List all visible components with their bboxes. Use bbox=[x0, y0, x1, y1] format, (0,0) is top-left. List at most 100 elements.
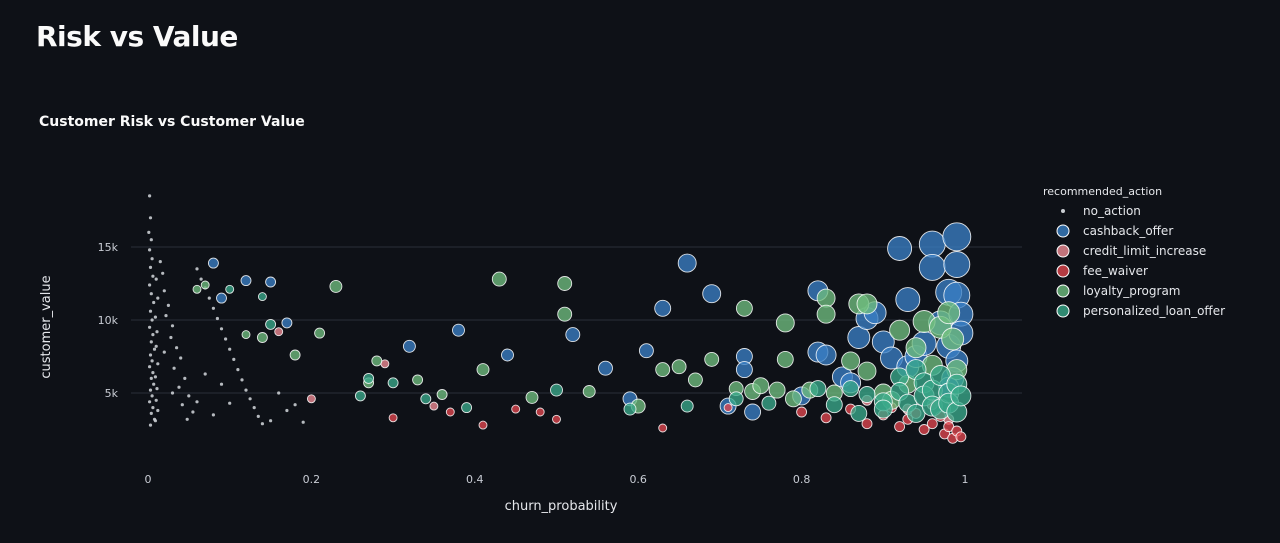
no_action-point[interactable] bbox=[156, 296, 160, 300]
fee_waiver-point[interactable] bbox=[445, 407, 455, 417]
cashback_offer-point[interactable] bbox=[638, 343, 654, 359]
legend-item-cashback_offer[interactable]: cashback_offer bbox=[1056, 224, 1173, 238]
personalized_loan_offer-point[interactable] bbox=[950, 385, 972, 407]
scatter-chart[interactable]: Customer Risk vs Customer Value 5k 10k 15k… bbox=[0, 95, 1280, 539]
loyalty_program-point[interactable] bbox=[937, 301, 961, 325]
personalized_loan_offer-point[interactable] bbox=[858, 386, 876, 403]
loyalty_program-point[interactable] bbox=[776, 350, 794, 368]
cashback_offer-point[interactable] bbox=[402, 339, 416, 353]
no_action-point[interactable] bbox=[150, 394, 154, 398]
no_action-point[interactable] bbox=[256, 414, 260, 418]
no_action-point[interactable] bbox=[203, 372, 207, 376]
no_action-point[interactable] bbox=[166, 303, 170, 307]
no_action-point[interactable] bbox=[172, 366, 176, 370]
no_action-point[interactable] bbox=[150, 359, 154, 363]
no_action-point[interactable] bbox=[211, 413, 215, 417]
loyalty_program-point[interactable] bbox=[704, 351, 720, 367]
loyalty_program-point[interactable] bbox=[687, 372, 703, 388]
no_action-point[interactable] bbox=[240, 378, 244, 382]
personalized_loan_offer-point[interactable] bbox=[680, 399, 694, 413]
personalized_loan_offer-point[interactable] bbox=[623, 402, 637, 416]
loyalty_program-point[interactable] bbox=[314, 327, 326, 339]
loyalty_program-point[interactable] bbox=[889, 319, 911, 341]
loyalty_program-point[interactable] bbox=[856, 293, 878, 315]
no_action-point[interactable] bbox=[151, 274, 155, 278]
no_action-point[interactable] bbox=[148, 283, 152, 287]
legend-item-fee_waiver[interactable]: fee_waiver bbox=[1056, 264, 1148, 278]
loyalty_program-point[interactable] bbox=[289, 349, 301, 361]
no_action-point[interactable] bbox=[149, 376, 153, 380]
cashback_offer-point[interactable] bbox=[918, 230, 946, 258]
loyalty_program-point[interactable] bbox=[371, 355, 383, 367]
personalized_loan_offer-point[interactable] bbox=[728, 391, 744, 407]
personalized_loan_offer-point[interactable] bbox=[825, 396, 843, 414]
no_action-point[interactable] bbox=[215, 316, 219, 321]
loyalty_program-point[interactable] bbox=[768, 381, 786, 399]
personalized_loan_offer-point[interactable] bbox=[550, 383, 563, 397]
no_action-point[interactable] bbox=[277, 391, 281, 395]
no_action-point[interactable] bbox=[148, 388, 153, 392]
series-loyalty_program[interactable] bbox=[192, 271, 968, 414]
no_action-point[interactable] bbox=[147, 230, 151, 234]
cashback_offer-point[interactable] bbox=[677, 253, 697, 273]
personalized_loan_offer-point[interactable] bbox=[809, 380, 827, 398]
loyalty_program-point[interactable] bbox=[655, 362, 671, 378]
cashback_offer-point[interactable] bbox=[565, 327, 581, 343]
cashback_offer-point[interactable] bbox=[281, 317, 293, 329]
loyalty_program-point[interactable] bbox=[671, 359, 687, 375]
no_action-point[interactable] bbox=[148, 194, 152, 198]
no_action-point[interactable] bbox=[293, 403, 297, 407]
fee_waiver-point[interactable] bbox=[552, 414, 561, 424]
loyalty_program-point[interactable] bbox=[857, 361, 877, 381]
no_action-point[interactable] bbox=[199, 277, 203, 281]
legend-item-no_action[interactable]: no_action bbox=[1061, 204, 1141, 218]
fee_waiver-point[interactable] bbox=[861, 418, 873, 430]
legend[interactable]: recommended_action no_action cashback_off… bbox=[1043, 185, 1225, 318]
no_action-point[interactable] bbox=[149, 340, 153, 344]
fee_waiver-point[interactable] bbox=[955, 431, 967, 443]
credit_limit_increase-point[interactable] bbox=[429, 401, 439, 411]
no_action-point[interactable] bbox=[148, 248, 152, 252]
no_action-point[interactable] bbox=[158, 260, 162, 264]
no_action-point[interactable] bbox=[219, 382, 224, 386]
no_action-point[interactable] bbox=[244, 388, 248, 392]
cashback_offer-point[interactable] bbox=[744, 403, 762, 421]
loyalty_program-point[interactable] bbox=[200, 280, 210, 290]
loyalty_program-point[interactable] bbox=[476, 363, 490, 377]
fee_waiver-point[interactable] bbox=[926, 418, 938, 430]
cashback_offer-point[interactable] bbox=[942, 222, 972, 252]
loyalty_program-point[interactable] bbox=[784, 390, 802, 408]
loyalty_program-point[interactable] bbox=[557, 276, 573, 291]
no_action-point[interactable] bbox=[151, 406, 155, 410]
cashback_offer-point[interactable] bbox=[654, 299, 672, 317]
series-no_action[interactable] bbox=[147, 194, 305, 427]
no_action-point[interactable] bbox=[228, 347, 232, 351]
cashback_offer-point[interactable] bbox=[815, 344, 837, 366]
no_action-point[interactable] bbox=[301, 420, 305, 424]
personalized_loan_offer-point[interactable] bbox=[257, 292, 267, 302]
cashback_offer-point[interactable] bbox=[918, 253, 946, 281]
no_action-point[interactable] bbox=[207, 296, 211, 300]
no_action-point[interactable] bbox=[148, 423, 153, 427]
no_action-point[interactable] bbox=[195, 400, 199, 404]
personalized_loan_offer-point[interactable] bbox=[354, 390, 366, 402]
no_action-point[interactable] bbox=[152, 300, 156, 305]
no_action-point[interactable] bbox=[149, 238, 153, 242]
no_action-point[interactable] bbox=[170, 324, 175, 328]
no_action-point[interactable] bbox=[149, 292, 153, 296]
no_action-point[interactable] bbox=[285, 408, 289, 413]
loyalty_program-point[interactable] bbox=[816, 288, 836, 308]
no_action-point[interactable] bbox=[183, 376, 187, 380]
no_action-point[interactable] bbox=[195, 267, 199, 271]
no_action-point[interactable] bbox=[153, 419, 157, 423]
fee_waiver-point[interactable] bbox=[894, 421, 906, 433]
loyalty_program-point[interactable] bbox=[525, 390, 539, 404]
no_action-point[interactable] bbox=[154, 344, 158, 348]
cashback_offer-point[interactable] bbox=[216, 292, 227, 304]
loyalty_program-point[interactable] bbox=[491, 271, 507, 287]
no_action-point[interactable] bbox=[151, 333, 155, 337]
no_action-point[interactable] bbox=[162, 289, 166, 293]
personalized_loan_offer-point[interactable] bbox=[850, 404, 868, 422]
loyalty_program-point[interactable] bbox=[841, 351, 861, 371]
cashback_offer-point[interactable] bbox=[207, 257, 219, 269]
